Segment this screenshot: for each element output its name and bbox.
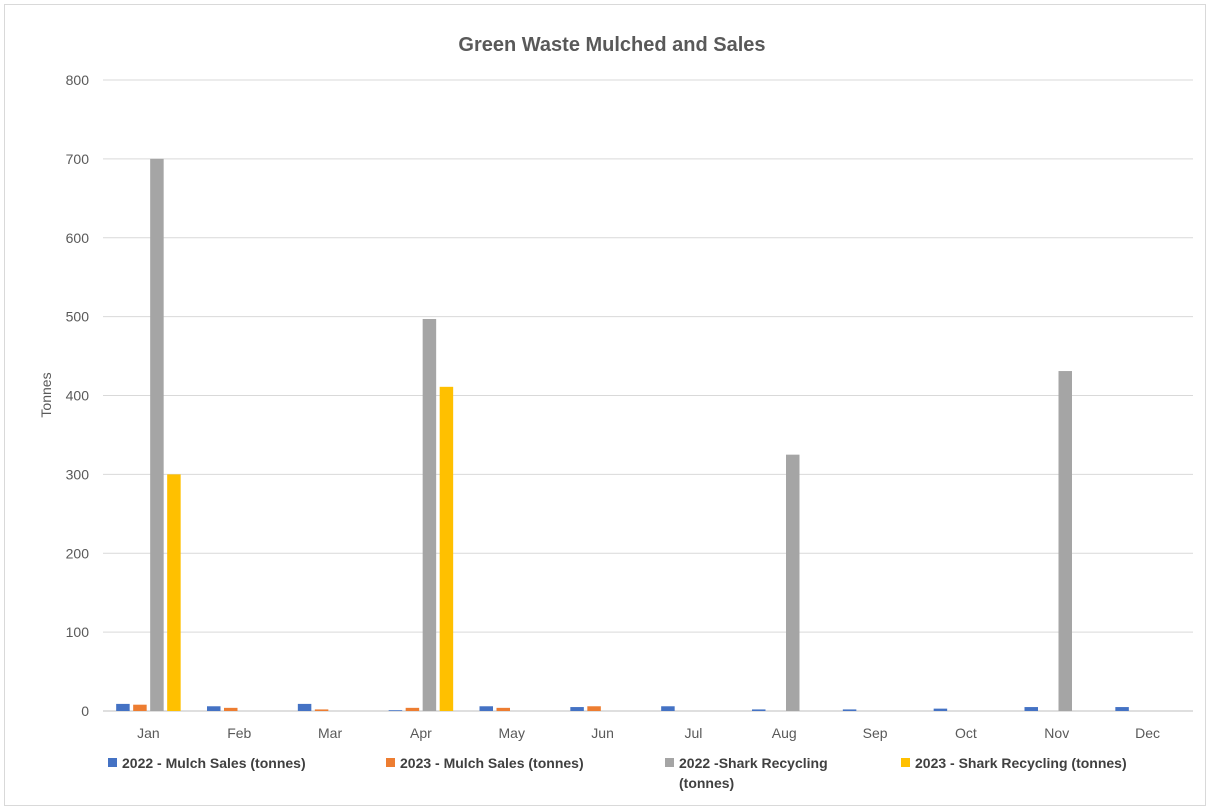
bar (133, 704, 147, 711)
y-tick-label: 800 (66, 72, 90, 88)
y-tick-label: 100 (66, 624, 90, 640)
legend-swatch (665, 758, 674, 767)
bar (297, 703, 312, 711)
bar (842, 709, 857, 711)
y-tick-label: 600 (66, 230, 90, 246)
bar (388, 710, 403, 711)
bar (439, 386, 454, 711)
bar (933, 708, 948, 711)
x-tick-label: Aug (772, 725, 797, 741)
bars (116, 158, 1129, 711)
y-axis-title: Tonnes (38, 372, 54, 417)
x-tick-label: Nov (1044, 725, 1069, 741)
legend: 2022 - Mulch Sales (tonnes) 2023 - Mulch … (108, 755, 1127, 791)
chart-frame (4, 4, 1206, 806)
y-tick-label: 300 (66, 466, 90, 482)
bar (752, 709, 766, 711)
y-tick-label: 0 (81, 703, 89, 719)
x-tick-label: Feb (227, 725, 251, 741)
legend-swatch (108, 758, 117, 767)
x-tick-label: Mar (318, 725, 342, 741)
bar (116, 703, 130, 711)
chart-title: Green Waste Mulched and Sales (458, 34, 765, 56)
bar (496, 707, 510, 711)
x-tick-labels: Jan Feb Mar Apr May Jun Jul Aug Sep Oct Nov Dec (137, 725, 1160, 741)
x-tick-label: Apr (410, 725, 432, 741)
bar (786, 454, 800, 711)
y-tick-label: 500 (66, 309, 90, 325)
legend-label: 2023 - Shark Recycling (tonnes) (915, 755, 1127, 771)
bar (314, 709, 329, 711)
x-tick-label: Jul (684, 725, 702, 741)
bar (207, 706, 221, 711)
bar (479, 706, 493, 711)
bar (1058, 371, 1072, 711)
bar (661, 706, 675, 711)
x-tick-label: Sep (863, 725, 888, 741)
legend-swatch (901, 758, 910, 767)
x-tick-label: Oct (955, 725, 977, 741)
y-tick-label: 400 (66, 388, 90, 404)
bar (570, 707, 584, 711)
y-tick-labels: 0 100 200 300 400 500 600 700 800 (66, 72, 90, 719)
legend-label: 2023 - Mulch Sales (tonnes) (400, 755, 584, 771)
legend-label: 2022 -Shark Recycling (tonnes) (679, 755, 828, 791)
y-tick-label: 200 (66, 545, 90, 561)
bar (167, 474, 181, 711)
bar (405, 707, 420, 711)
bar (150, 158, 164, 711)
x-tick-label: Dec (1135, 725, 1160, 741)
gridlines (103, 79, 1193, 712)
legend-swatch (386, 758, 395, 767)
x-tick-label: Jun (591, 725, 614, 741)
y-tick-label: 700 (66, 151, 90, 167)
bar (587, 706, 601, 711)
bar (1115, 707, 1129, 711)
bar (224, 707, 238, 711)
bar (1024, 707, 1038, 711)
x-tick-label: Jan (137, 725, 160, 741)
bar (422, 318, 437, 711)
legend-label: 2022 - Mulch Sales (tonnes) (122, 755, 306, 771)
x-tick-label: May (499, 725, 525, 741)
